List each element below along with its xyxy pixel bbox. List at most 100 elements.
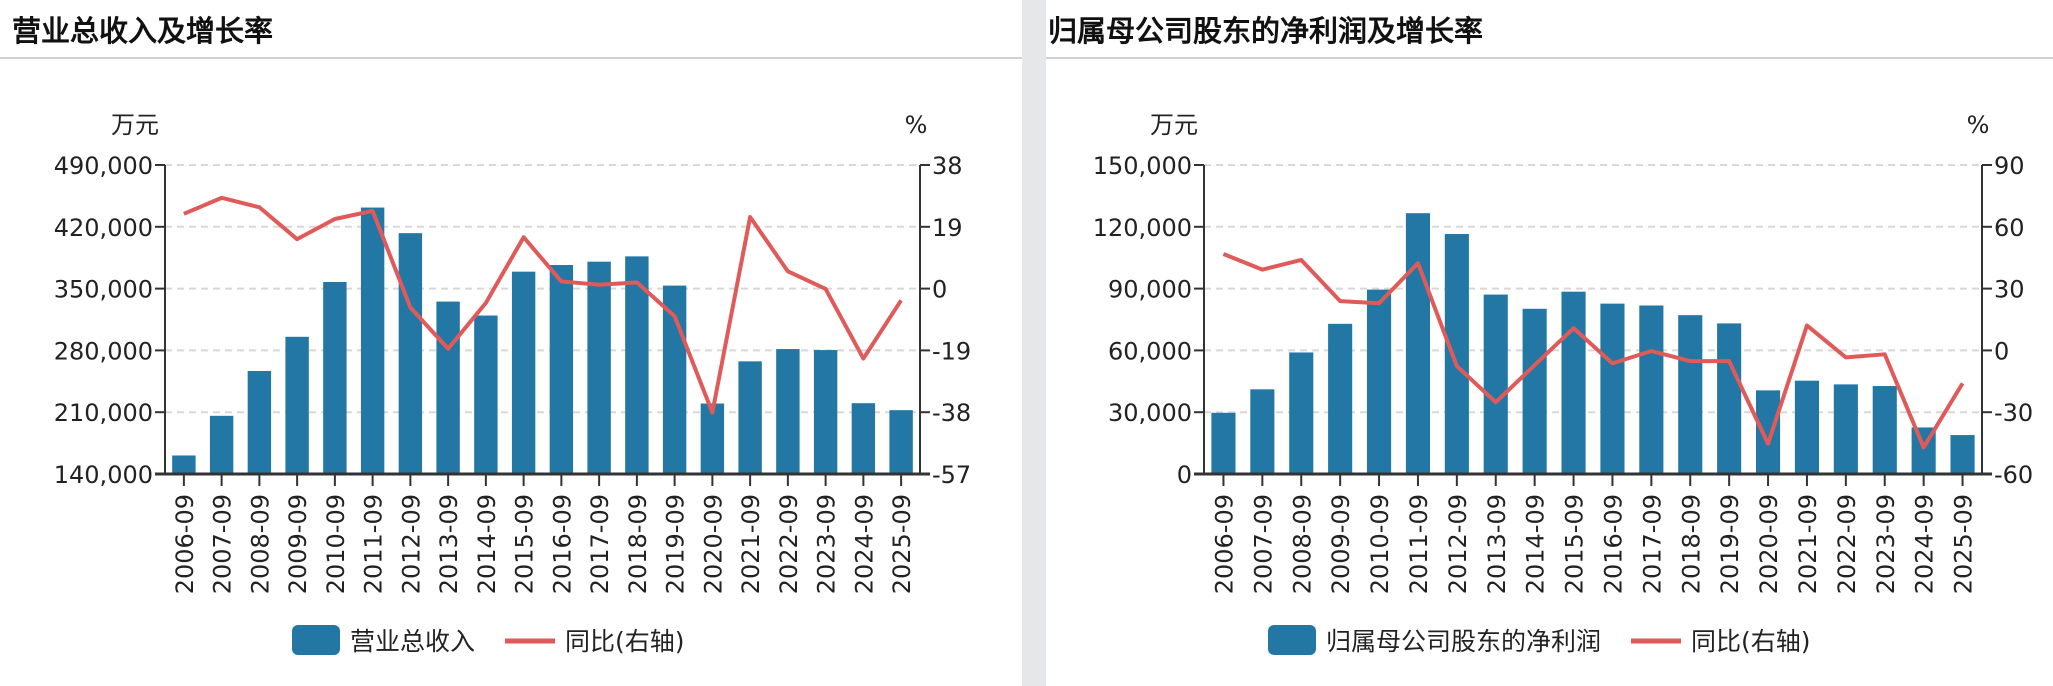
right-tick-label: -60	[1994, 461, 2033, 489]
bar-2012-09	[1444, 234, 1469, 474]
bar-2014-09	[1522, 308, 1547, 474]
chart-title: 归属母公司股东的净利润及增长率	[1048, 14, 1484, 48]
title-divider	[0, 57, 1022, 59]
x-tick-label: 2023-09	[1872, 494, 1900, 594]
x-tick-label: 2006-09	[171, 494, 199, 594]
x-tick-label: 2019-09	[1716, 494, 1744, 594]
x-tick-label: 2013-09	[1483, 494, 1511, 594]
bar-2016-09	[1600, 303, 1625, 474]
x-tick-label: 2008-09	[1288, 494, 1316, 594]
x-tick-label: 2012-09	[397, 494, 425, 594]
x-tick-label: 2022-09	[775, 494, 803, 594]
x-tick-label: 2025-09	[888, 494, 916, 594]
x-tick-label: 2007-09	[209, 494, 237, 594]
bar-2016-09	[549, 265, 574, 474]
bar-2015-09	[511, 271, 536, 474]
yoy-growth-line	[183, 195, 903, 415]
left-axis-unit: 万元	[111, 111, 159, 139]
bar-2014-09	[474, 315, 498, 474]
left-tick-label: 210,000	[54, 399, 153, 427]
left-tick-label: 420,000	[54, 214, 153, 242]
bar-2006-09	[1211, 412, 1236, 474]
x-tick-label: 2018-09	[1677, 494, 1705, 594]
bar-2008-09	[1289, 352, 1314, 474]
x-tick-label: 2021-09	[1794, 494, 1822, 594]
x-tick-label: 2020-09	[1755, 494, 1783, 594]
right-tick-label: -38	[932, 399, 971, 427]
right-axis-unit: %	[905, 111, 928, 139]
right-tick-label: 38	[932, 152, 963, 180]
bar-2019-09	[1717, 323, 1742, 474]
x-tick-label: 2024-09	[850, 494, 878, 594]
left-tick-label: 60,000	[1108, 337, 1192, 365]
bar-2012-09	[398, 233, 423, 474]
x-tick-label: 2013-09	[435, 494, 463, 594]
right-tick-label: -30	[1994, 399, 2033, 427]
bar-2024-09	[851, 403, 876, 474]
bar-2017-09	[587, 261, 611, 474]
yoy-growth-line	[1222, 252, 1965, 450]
legend-bar-label: 营业总收入	[350, 627, 475, 656]
legend-bar-swatch	[1268, 625, 1316, 655]
bar-2021-09	[1794, 380, 1820, 474]
right-tick-label: -19	[932, 337, 971, 365]
bar-2017-09	[1639, 305, 1664, 474]
left-tick-label: 280,000	[54, 337, 153, 365]
x-tick-label: 2012-09	[1444, 494, 1472, 594]
left-tick-label: 90,000	[1108, 276, 1192, 304]
bar-2007-09	[1250, 389, 1275, 474]
x-tick-label: 2008-09	[246, 494, 274, 594]
bar-2010-09	[1366, 289, 1392, 474]
title-divider	[1046, 57, 2053, 59]
bar-2025-09	[1950, 435, 1975, 474]
x-tick-label: 2021-09	[737, 494, 765, 594]
x-tick-label: 2016-09	[1599, 494, 1627, 594]
left-tick-label: 150,000	[1093, 152, 1192, 180]
right-tick-label: 30	[1994, 276, 2025, 304]
right-tick-label: 90	[1994, 152, 2025, 180]
bar-2006-09	[172, 455, 196, 474]
revenue-chart-panel: 营业总收入及增长率 万元% 140,000 210,000 280,000 350,00…	[0, 0, 1022, 686]
bar-2015-09	[1561, 291, 1586, 474]
x-tick-label: 2022-09	[1833, 494, 1861, 594]
bar-2018-09	[625, 256, 649, 474]
x-tick-label: 2015-09	[511, 494, 539, 594]
legend-line-label: 同比(右轴)	[565, 627, 685, 656]
x-tick-label: 2015-09	[1561, 494, 1589, 594]
x-tick-label: 2009-09	[1327, 494, 1355, 594]
right-tick-label: 0	[1994, 337, 2009, 365]
bar-2022-09	[1833, 384, 1858, 474]
x-tick-label: 2007-09	[1249, 494, 1277, 594]
bar-2007-09	[209, 415, 234, 474]
bar-2009-09	[1328, 323, 1353, 474]
x-tick-label: 2010-09	[1366, 494, 1394, 594]
left-tick-label: 120,000	[1093, 214, 1192, 242]
left-tick-label: 350,000	[54, 276, 153, 304]
bar-2013-09	[1483, 294, 1508, 474]
bar-2013-09	[436, 301, 460, 474]
x-tick-label: 2018-09	[624, 494, 652, 594]
chart-title: 营业总收入及增长率	[12, 14, 274, 48]
bar-2018-09	[1678, 315, 1703, 474]
legend-bar-label: 归属母公司股东的净利润	[1326, 627, 1601, 656]
x-tick-label: 2011-09	[360, 494, 388, 594]
x-tick-label: 2024-09	[1911, 494, 1939, 594]
x-tick-label: 2006-09	[1210, 494, 1238, 594]
left-tick-label: 0	[1177, 461, 1192, 489]
bar-2010-09	[323, 281, 347, 474]
left-tick-label: 30,000	[1108, 399, 1192, 427]
bar-2009-09	[285, 336, 309, 474]
bar-2020-09	[1755, 390, 1781, 474]
bar-2011-09	[1405, 213, 1431, 475]
bar-2023-09	[1872, 386, 1897, 474]
right-tick-label: 60	[1994, 214, 2025, 242]
bar-2020-09	[700, 403, 725, 474]
net-profit-chart: 万元 % 0 30,000 60,000 90,000 120,000 150,000 -60 -…	[1093, 111, 2033, 656]
left-tick-label: 140,000	[54, 461, 153, 489]
bar-2022-09	[776, 349, 800, 474]
x-tick-label: 2020-09	[699, 494, 727, 594]
revenue-chart: 万元 % 140,000 210,000 280,000 350,000 420,000 49…	[54, 111, 971, 656]
x-tick-label: 2016-09	[548, 494, 576, 594]
x-tick-label: 2019-09	[662, 494, 690, 594]
panel-divider	[1022, 0, 1046, 686]
